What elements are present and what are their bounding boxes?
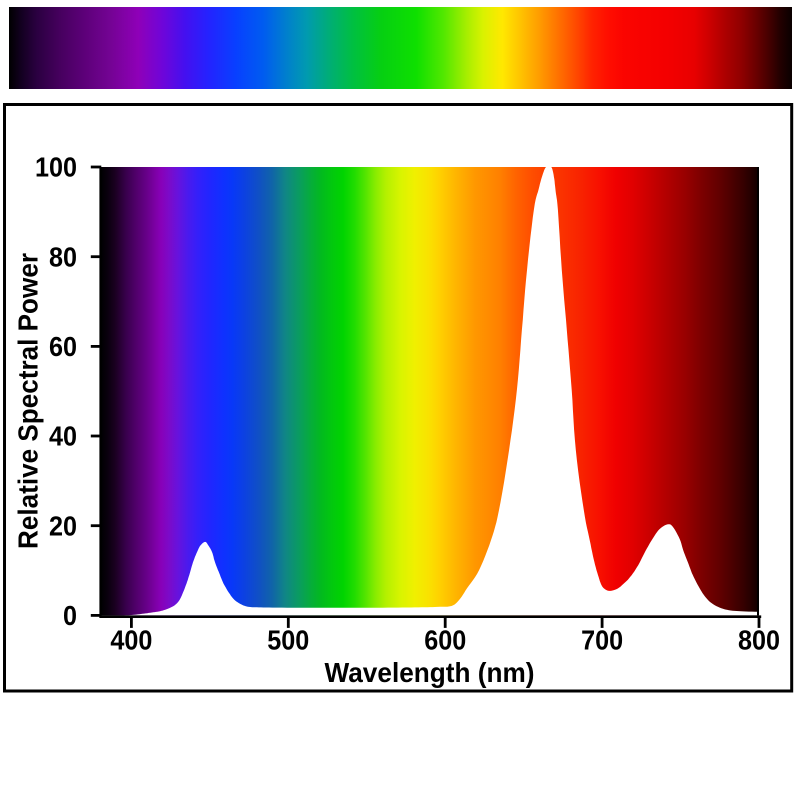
svg-text:0: 0 [63,600,77,631]
svg-text:Relative Spectral Power: Relative Spectral Power [13,253,44,549]
svg-text:40: 40 [49,421,77,452]
svg-text:60: 60 [49,331,77,362]
svg-text:400: 400 [110,624,152,655]
svg-text:Wavelength (nm): Wavelength (nm) [325,657,535,688]
svg-text:700: 700 [581,624,623,655]
svg-text:500: 500 [267,624,309,655]
svg-text:80: 80 [49,241,77,272]
svg-text:600: 600 [424,624,466,655]
svg-text:20: 20 [49,510,77,541]
svg-text:800: 800 [738,624,780,655]
svg-text:100: 100 [35,152,77,183]
